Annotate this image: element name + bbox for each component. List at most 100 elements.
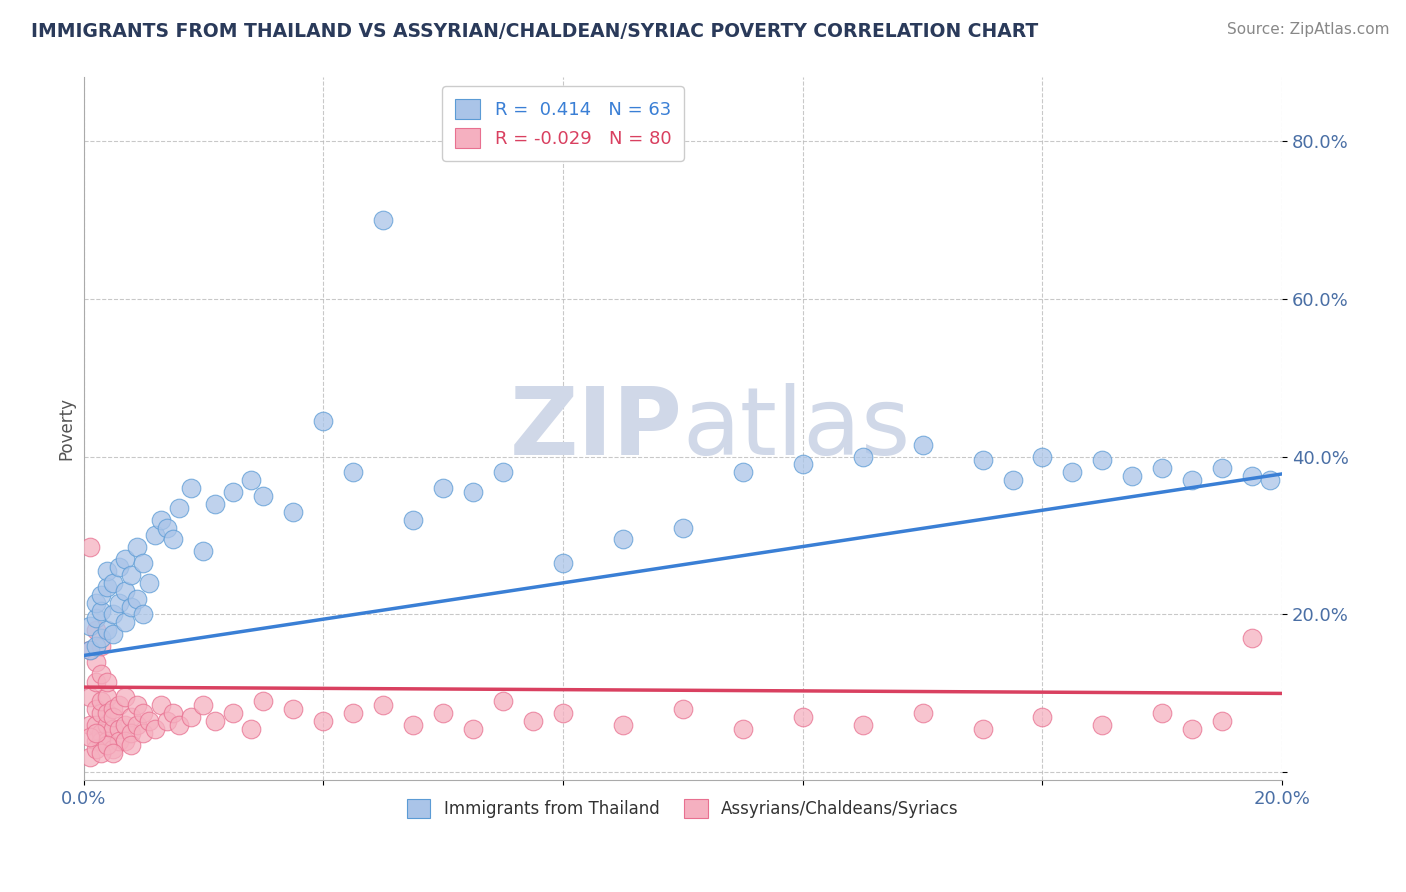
Point bbox=[1181, 473, 1204, 487]
Point bbox=[162, 706, 184, 721]
Point bbox=[1152, 706, 1174, 721]
Point bbox=[612, 718, 634, 732]
Point bbox=[1031, 710, 1053, 724]
Point bbox=[240, 722, 263, 736]
Point bbox=[103, 702, 125, 716]
Point bbox=[240, 473, 263, 487]
Point bbox=[193, 544, 215, 558]
Point bbox=[342, 465, 364, 479]
Point bbox=[132, 607, 155, 622]
Point bbox=[1152, 461, 1174, 475]
Point bbox=[90, 726, 112, 740]
Point bbox=[1211, 714, 1233, 728]
Point bbox=[96, 564, 118, 578]
Point bbox=[551, 556, 574, 570]
Point bbox=[84, 596, 107, 610]
Point bbox=[612, 533, 634, 547]
Point bbox=[96, 624, 118, 638]
Point bbox=[312, 714, 335, 728]
Point bbox=[127, 698, 149, 713]
Point bbox=[108, 734, 131, 748]
Point bbox=[84, 611, 107, 625]
Text: IMMIGRANTS FROM THAILAND VS ASSYRIAN/CHALDEAN/SYRIAC POVERTY CORRELATION CHART: IMMIGRANTS FROM THAILAND VS ASSYRIAN/CHA… bbox=[31, 22, 1038, 41]
Point bbox=[108, 560, 131, 574]
Point bbox=[103, 627, 125, 641]
Point bbox=[1062, 465, 1084, 479]
Point bbox=[911, 706, 934, 721]
Point bbox=[121, 738, 143, 752]
Point bbox=[1258, 473, 1281, 487]
Point bbox=[96, 734, 118, 748]
Text: Source: ZipAtlas.com: Source: ZipAtlas.com bbox=[1226, 22, 1389, 37]
Point bbox=[1211, 461, 1233, 475]
Point bbox=[132, 706, 155, 721]
Point bbox=[121, 599, 143, 614]
Point bbox=[96, 580, 118, 594]
Point bbox=[283, 702, 305, 716]
Point bbox=[132, 726, 155, 740]
Legend: Immigrants from Thailand, Assyrians/Chaldeans/Syriacs: Immigrants from Thailand, Assyrians/Chal… bbox=[401, 793, 966, 825]
Point bbox=[551, 706, 574, 721]
Text: ZIP: ZIP bbox=[510, 383, 683, 475]
Point bbox=[90, 588, 112, 602]
Point bbox=[252, 694, 274, 708]
Point bbox=[90, 631, 112, 645]
Point bbox=[402, 513, 425, 527]
Point bbox=[461, 485, 484, 500]
Point bbox=[114, 583, 136, 598]
Point bbox=[127, 541, 149, 555]
Point bbox=[222, 485, 245, 500]
Point bbox=[90, 666, 112, 681]
Point bbox=[103, 607, 125, 622]
Point bbox=[461, 722, 484, 736]
Point bbox=[492, 694, 515, 708]
Point bbox=[204, 714, 226, 728]
Point bbox=[121, 726, 143, 740]
Point bbox=[84, 718, 107, 732]
Point bbox=[127, 718, 149, 732]
Point bbox=[204, 497, 226, 511]
Text: atlas: atlas bbox=[683, 383, 911, 475]
Point bbox=[492, 465, 515, 479]
Point bbox=[156, 714, 179, 728]
Point bbox=[432, 706, 454, 721]
Point bbox=[79, 718, 101, 732]
Point bbox=[156, 520, 179, 534]
Point bbox=[852, 718, 875, 732]
Point bbox=[169, 500, 191, 515]
Point bbox=[114, 690, 136, 705]
Point bbox=[103, 575, 125, 590]
Point bbox=[96, 706, 118, 721]
Point bbox=[96, 718, 118, 732]
Point bbox=[731, 465, 754, 479]
Point bbox=[972, 453, 994, 467]
Point bbox=[373, 698, 395, 713]
Point bbox=[193, 698, 215, 713]
Point bbox=[84, 734, 107, 748]
Point bbox=[522, 714, 544, 728]
Point bbox=[150, 698, 173, 713]
Point bbox=[222, 706, 245, 721]
Point bbox=[84, 702, 107, 716]
Point bbox=[1091, 453, 1114, 467]
Point bbox=[1121, 469, 1143, 483]
Point bbox=[84, 674, 107, 689]
Point bbox=[79, 749, 101, 764]
Point bbox=[108, 698, 131, 713]
Point bbox=[1181, 722, 1204, 736]
Point bbox=[103, 722, 125, 736]
Point bbox=[103, 710, 125, 724]
Point bbox=[121, 568, 143, 582]
Point bbox=[79, 730, 101, 744]
Point bbox=[432, 481, 454, 495]
Point bbox=[252, 489, 274, 503]
Point bbox=[90, 706, 112, 721]
Point bbox=[79, 619, 101, 633]
Point bbox=[84, 726, 107, 740]
Point bbox=[114, 718, 136, 732]
Point bbox=[1001, 473, 1024, 487]
Point bbox=[114, 552, 136, 566]
Point bbox=[1091, 718, 1114, 732]
Point bbox=[79, 643, 101, 657]
Point bbox=[180, 481, 202, 495]
